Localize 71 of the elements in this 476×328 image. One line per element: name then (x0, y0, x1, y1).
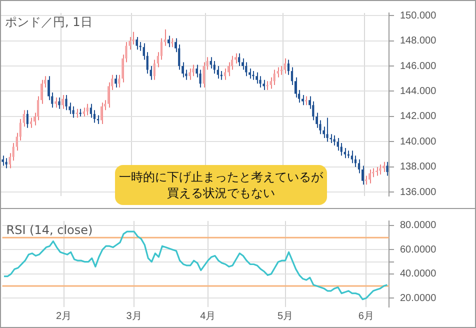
candlestick (216, 66, 219, 80)
y-tick-label: 40.0000 (400, 268, 437, 280)
candlestick (132, 31, 134, 46)
x-tick-label: 4月 (200, 310, 216, 322)
candlestick (273, 69, 276, 86)
candlestick (188, 68, 191, 80)
candlestick (2, 155, 4, 166)
y-tick-label: 138.000 (400, 162, 437, 173)
candlestick (202, 62, 205, 88)
candlestick (350, 150, 354, 164)
y-tick-label: 144.000 (400, 86, 437, 97)
x-tick-label: 2月 (56, 310, 72, 322)
y-tick-label: 150.000 (400, 10, 437, 22)
y-tick-label: 136.000 (400, 186, 437, 198)
candlestick (26, 110, 29, 128)
candlestick (245, 62, 248, 77)
y-tick-label: 142.000 (400, 111, 437, 122)
candlestick (270, 76, 272, 90)
candlestick (386, 161, 388, 176)
candlestick (90, 103, 92, 118)
candlestick (48, 76, 50, 101)
candlestick (340, 142, 342, 156)
candlestick (287, 59, 290, 76)
candlestick (333, 134, 336, 146)
candlestick (5, 158, 8, 169)
candlestick (30, 117, 32, 128)
chart-title: ポンド／円, 1日 (5, 15, 92, 30)
candlestick (114, 74, 117, 88)
y-tick-label: 148.000 (400, 36, 437, 47)
y-tick-label: 60.0000 (400, 244, 437, 256)
candlestick (227, 62, 230, 77)
candlestick (192, 64, 194, 77)
annotation: 一時的に下げ止まったと考えているが買える状況でもない (118, 169, 324, 201)
candlestick (252, 70, 254, 80)
y-tick-label: 146.000 (400, 60, 437, 72)
candlestick (54, 97, 57, 108)
candlestick (276, 66, 279, 78)
candlestick (326, 117, 328, 142)
y-tick-label: 140.000 (400, 136, 437, 148)
candlestick (65, 94, 68, 111)
candlestick (312, 100, 314, 121)
chart-title: RSI (14, close) (6, 223, 93, 238)
candlestick (153, 59, 156, 80)
y-tick-label: 80.0000 (400, 220, 437, 232)
candlestick (242, 58, 244, 70)
candlestick (256, 72, 258, 84)
candlestick (150, 66, 152, 80)
candlestick (86, 103, 88, 116)
candlestick (379, 164, 382, 176)
candlestick (136, 36, 138, 50)
candlestick (167, 35, 170, 48)
candlestick (22, 110, 25, 128)
candlestick (62, 94, 64, 110)
candlestick (382, 161, 385, 173)
candlestick (259, 76, 262, 88)
candlestick (72, 106, 74, 118)
candlestick (336, 137, 339, 152)
candlestick (284, 58, 286, 74)
candlestick (238, 52, 240, 67)
candlestick (164, 28, 166, 46)
candlestick (213, 60, 216, 74)
candlestick (368, 168, 371, 184)
candlestick (108, 82, 110, 108)
candlestick (344, 148, 346, 159)
candlestick (58, 97, 60, 110)
x-tick-label: 3月 (126, 310, 142, 322)
x-tick-label: 5月 (277, 310, 294, 322)
y-tick-label: 20.0000 (400, 292, 437, 304)
candlestick (100, 102, 103, 125)
candlestick (262, 79, 265, 90)
x-tick-label: 6月 (358, 310, 374, 322)
